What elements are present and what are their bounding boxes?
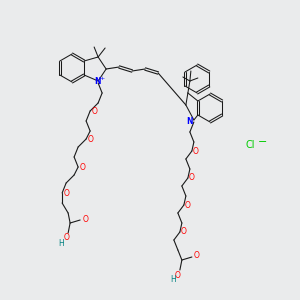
Text: O: O bbox=[194, 251, 200, 260]
Text: N: N bbox=[94, 77, 101, 86]
Text: O: O bbox=[91, 106, 97, 116]
Text: +: + bbox=[100, 76, 105, 80]
Text: O: O bbox=[189, 173, 195, 182]
Text: O: O bbox=[185, 200, 191, 209]
Text: O: O bbox=[193, 146, 199, 155]
Text: O: O bbox=[82, 214, 88, 224]
Text: H: H bbox=[170, 275, 176, 284]
Text: O: O bbox=[79, 163, 85, 172]
Text: O: O bbox=[63, 188, 69, 197]
Text: O: O bbox=[63, 233, 69, 242]
Text: O: O bbox=[175, 271, 181, 280]
Text: N: N bbox=[187, 116, 193, 125]
Text: O: O bbox=[181, 227, 187, 236]
Text: O: O bbox=[87, 134, 93, 143]
Text: H: H bbox=[58, 238, 64, 247]
Text: −: − bbox=[258, 137, 268, 147]
Text: Cl: Cl bbox=[245, 140, 255, 150]
